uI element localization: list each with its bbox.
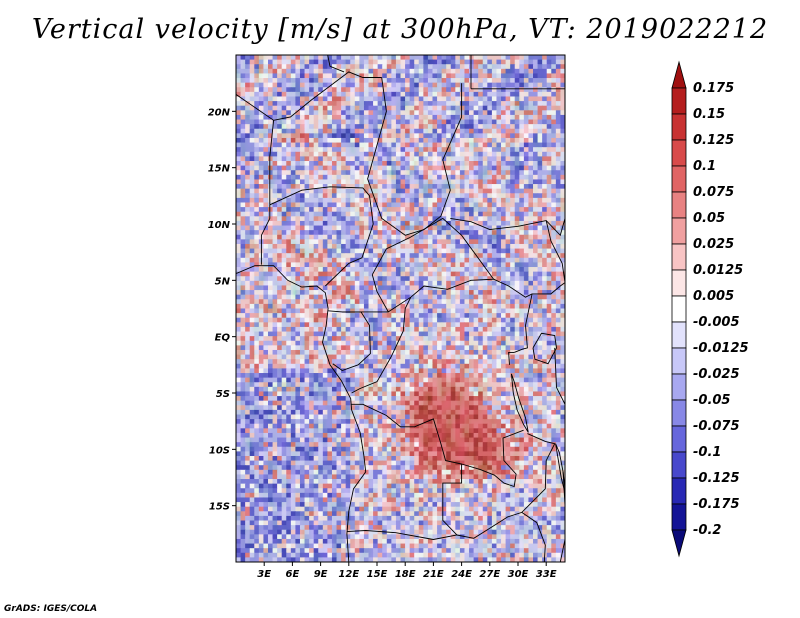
colorbar-swatch <box>671 191 687 219</box>
x-tick-label: 24E <box>451 569 472 580</box>
colorbar-swatch <box>671 373 687 401</box>
border-line <box>493 278 533 298</box>
colorbar-swatch <box>671 529 687 558</box>
y-tick-label: 5N <box>215 276 231 287</box>
field-texture <box>236 55 565 562</box>
colorbar-swatch <box>671 425 687 453</box>
y-tick-label: 5S <box>216 389 230 400</box>
border-line <box>328 310 389 313</box>
colorbar-label: 0.075 <box>693 185 734 200</box>
border-line <box>521 512 546 562</box>
colorbar-label: 0.175 <box>693 81 734 96</box>
colorbar-swatch <box>671 269 687 297</box>
colorbar: 0.175 0.15 0.125 0.1 0.075 0.05 0.025 0.0125 0.0… <box>671 60 749 558</box>
y-tick-label: 15S <box>209 502 230 513</box>
grads-credit: GrADS: IGES/COLA <box>4 604 98 614</box>
border-line <box>532 332 557 365</box>
colorbar-swatch <box>671 295 687 323</box>
colorbar-swatch <box>671 347 687 375</box>
x-tick-label: 30E <box>508 569 529 580</box>
colorbar-label: -0.1 <box>693 445 721 460</box>
colorbar-swatch <box>671 399 687 427</box>
x-tick-label: 33E <box>536 569 557 580</box>
border-line <box>461 429 524 488</box>
colorbar-label: -0.125 <box>693 471 740 486</box>
y-tick-label: EQ <box>215 333 231 344</box>
colorbar-swatch <box>671 503 687 531</box>
border-line <box>450 217 565 237</box>
border-line <box>236 265 367 562</box>
colorbar-label: -0.2 <box>693 523 721 538</box>
colorbar-label: -0.025 <box>693 367 740 382</box>
colorbar-label: 0.125 <box>693 133 734 148</box>
border-line <box>508 351 515 365</box>
colorbar-label: -0.075 <box>693 419 740 434</box>
colorbar-label: -0.05 <box>693 393 730 408</box>
colorbar-swatch <box>671 87 687 115</box>
colorbar-swatch <box>671 477 687 505</box>
border-line <box>559 471 565 562</box>
chart-title: Vertical velocity [m/s] at 300hPa, VT: 2… <box>31 14 769 45</box>
border-line <box>545 220 565 283</box>
x-tick-label: 6E <box>286 569 300 580</box>
colorbar-swatch <box>671 165 687 193</box>
colorbar-label: 0.025 <box>693 237 734 252</box>
colorbar-label: 0.005 <box>693 289 734 304</box>
border-line <box>510 373 529 433</box>
border-line <box>554 347 565 405</box>
border-line <box>514 282 565 353</box>
y-axis: 20N 15N 10N 5N EQ 5S 10S 15S <box>208 107 236 513</box>
x-tick-label: 9E <box>314 569 328 580</box>
y-tick-label: 10N <box>208 220 231 231</box>
plot-frame <box>235 54 566 563</box>
colorbar-label: 0.0125 <box>693 263 743 278</box>
border-line <box>367 77 463 236</box>
y-tick-label: 15N <box>208 164 231 175</box>
y-tick-label: 10S <box>209 445 230 456</box>
border-line <box>327 55 345 73</box>
colorbar-swatch <box>671 243 687 271</box>
colorbar-swatch <box>671 217 687 245</box>
colorbar-swatch <box>671 113 687 141</box>
colorbar-swatch <box>671 451 687 479</box>
x-tick-label: 21E <box>423 569 444 580</box>
x-tick-label: 27E <box>479 569 500 580</box>
colorbar-label: 0.1 <box>693 159 716 174</box>
x-tick-label: 15E <box>367 569 388 580</box>
border-line <box>269 186 374 287</box>
colorbar-swatch <box>671 139 687 167</box>
plot-area <box>236 55 565 562</box>
x-axis: 3E 6E 9E 12E 15E 18E 21E 24E 27E 30E 33E <box>257 562 557 580</box>
y-tick-label: 20N <box>208 107 231 118</box>
x-tick-label: 12E <box>338 569 359 580</box>
colorbar-label: 0.15 <box>693 107 725 122</box>
border-line <box>236 94 275 205</box>
border-line <box>555 443 565 495</box>
coastlines-borders <box>236 55 565 562</box>
colorbar-swatch <box>671 321 687 349</box>
x-tick-label: 18E <box>395 569 416 580</box>
colorbar-label: 0.05 <box>693 211 725 226</box>
border-line <box>273 71 382 121</box>
border-line <box>456 433 556 539</box>
colorbar-label: -0.0125 <box>693 341 749 356</box>
colorbar-label: -0.005 <box>693 315 740 330</box>
colorbar-swatch <box>671 60 687 89</box>
border-line <box>260 204 271 265</box>
border-line <box>351 297 412 394</box>
colorbar-label: -0.175 <box>693 497 740 512</box>
x-tick-label: 3E <box>257 569 271 580</box>
